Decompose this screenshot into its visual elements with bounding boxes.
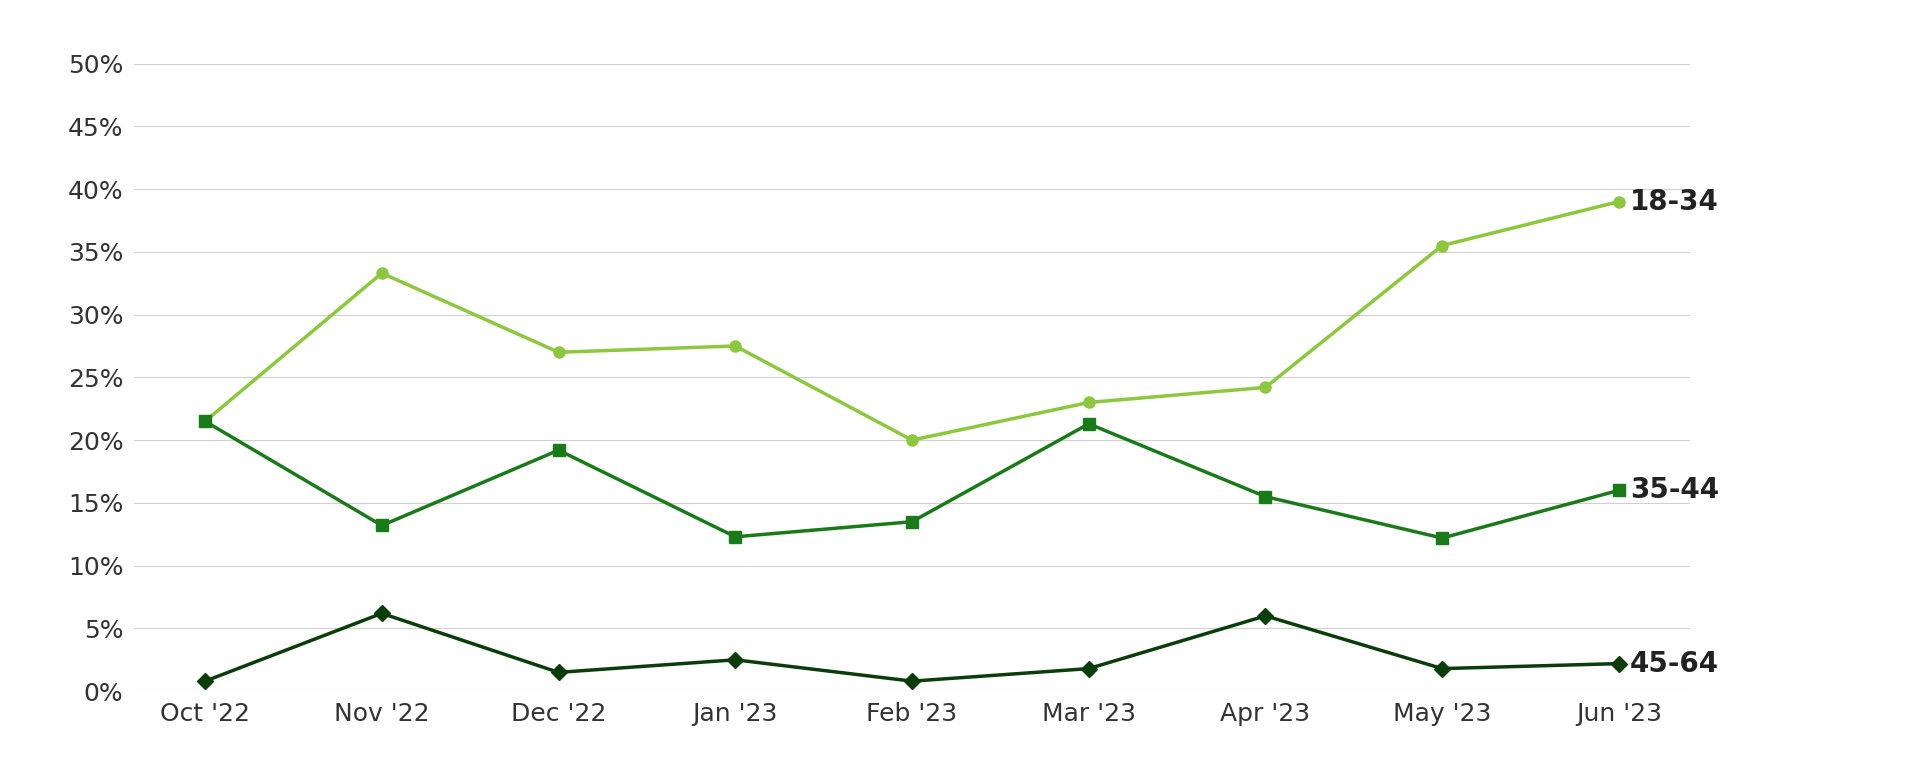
18-34 [724,341,747,350]
Text: 35-44: 35-44 [1630,476,1718,505]
35-44 [547,445,570,455]
Text: 18-34: 18-34 [1630,187,1718,216]
35-44 [1077,419,1100,429]
35-44 [900,517,924,526]
35-44 [724,532,747,541]
45-64 [371,609,394,618]
18-34 [1254,382,1277,392]
Line: 18-34: 18-34 [200,196,1624,445]
18-34 [371,269,394,278]
45-64 [1607,659,1630,668]
35-44 [1607,485,1630,495]
45-64 [900,677,924,686]
Text: 45-64: 45-64 [1630,650,1718,677]
35-44 [371,521,394,530]
45-64 [1254,611,1277,621]
35-44 [1430,534,1453,543]
18-34 [1077,398,1100,407]
18-34 [547,348,570,357]
45-64 [547,667,570,677]
Line: 45-64: 45-64 [200,607,1624,687]
18-34 [1430,241,1453,250]
18-34 [194,417,217,426]
45-64 [194,677,217,686]
45-64 [724,655,747,664]
18-34 [900,435,924,445]
35-44 [194,417,217,426]
35-44 [1254,492,1277,502]
Line: 35-44: 35-44 [200,415,1624,544]
18-34 [1607,197,1630,207]
45-64 [1077,664,1100,674]
45-64 [1430,664,1453,674]
